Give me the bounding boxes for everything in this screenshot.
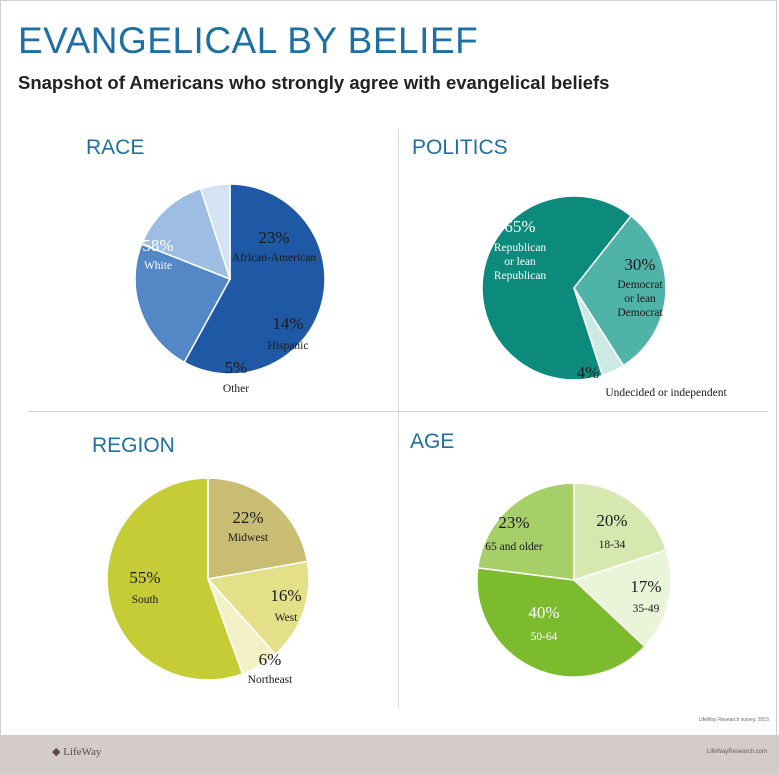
slice-category-label: West <box>275 612 299 624</box>
pie-region: 22% Midwest 16% West 6% Northeast 55% South <box>106 477 310 686</box>
pie-slice-white <box>183 183 326 375</box>
slice-percent-label: 40% <box>528 603 559 622</box>
slice-category-label: Midwest <box>228 532 269 544</box>
slice-percent-label: 65% <box>504 217 535 236</box>
pie-politics: 65% Republican or lean Republican 30% Democra… <box>481 195 727 399</box>
pie-race: 58% White 23% African-American 14% Hispanic 5%… <box>134 183 326 395</box>
slice-category-label: African-American <box>232 252 317 264</box>
slice-category-label: 35-49 <box>633 603 660 615</box>
pie-age: 20% 18-34 17% 35-49 40% 50-64 23% 65 and older <box>476 482 672 678</box>
slice-category-label: 18-34 <box>599 539 626 551</box>
slice-category-label: Hispanic <box>268 340 309 352</box>
slice-percent-label: 20% <box>596 511 627 530</box>
footer-bar: ◆ LifeWay LifeWayResearch.com <box>0 735 779 775</box>
slice-percent-label: 55% <box>129 568 160 587</box>
politics-panel-title: POLITICS <box>412 136 508 159</box>
slice-category-label: 65 and older <box>485 541 543 553</box>
pie-slice-undecided-or-independent <box>573 287 625 377</box>
pie-slice-african-american <box>134 243 232 364</box>
infographic-subtitle: Snapshot of Americans who strongly agree… <box>18 72 610 93</box>
pie-slice-other <box>199 183 231 280</box>
slice-percent-label: 6% <box>259 650 282 669</box>
slice-category-label: Other <box>223 383 249 395</box>
slice-percent-label: 5% <box>225 358 248 377</box>
slice-percent-label: 58% <box>142 236 173 255</box>
slice-percent-label: 23% <box>258 228 289 247</box>
vertical-divider <box>398 128 399 708</box>
source-note: LifeWay Research survey, 2015 <box>698 717 769 723</box>
age-panel-title: AGE <box>410 430 455 453</box>
slice-category-label: Undecided or independent <box>605 387 727 399</box>
slice-category-label: Northeast <box>248 674 294 686</box>
pie-slice-south <box>106 477 244 681</box>
logo-icon: ◆ <box>52 746 64 758</box>
pie-slice-35-49 <box>572 549 672 648</box>
pie-slice-republican-or-lean-republican <box>481 195 633 381</box>
footer-logo-text: LifeWay <box>63 746 102 758</box>
pie-slice-west <box>206 560 310 656</box>
slice-percent-label: 4% <box>577 363 600 382</box>
slice-category-label: 50-64 <box>531 631 558 643</box>
slice-percent-label: 17% <box>630 577 661 596</box>
slice-percent-label: 30% <box>624 255 655 274</box>
footer-logo: ◆ LifeWay <box>52 745 101 758</box>
pie-slice-50-64 <box>476 567 646 678</box>
slice-percent-label: 14% <box>272 314 303 333</box>
slice-category-label: Republican or lean Republican <box>494 242 547 282</box>
infographic-title: EVANGELICAL BY BELIEF <box>18 20 479 61</box>
footer-url: LifeWayResearch.com <box>706 749 767 755</box>
pie-slice-democrat-or-lean-democrat <box>573 214 667 367</box>
slice-percent-label: 16% <box>270 586 301 605</box>
slice-percent-label: 22% <box>232 508 263 527</box>
slice-percent-label: 23% <box>498 513 529 532</box>
pie-slice-65-and-older <box>476 482 575 581</box>
slice-category-label: Democrat or lean Democrat <box>617 279 663 319</box>
race-panel-title: RACE <box>86 136 145 159</box>
pie-slice-18-34 <box>573 482 668 582</box>
pie-slice-midwest <box>207 477 309 580</box>
slice-category-label: White <box>144 260 172 272</box>
region-panel-title: REGION <box>92 434 175 457</box>
slice-category-label: South <box>132 594 159 606</box>
